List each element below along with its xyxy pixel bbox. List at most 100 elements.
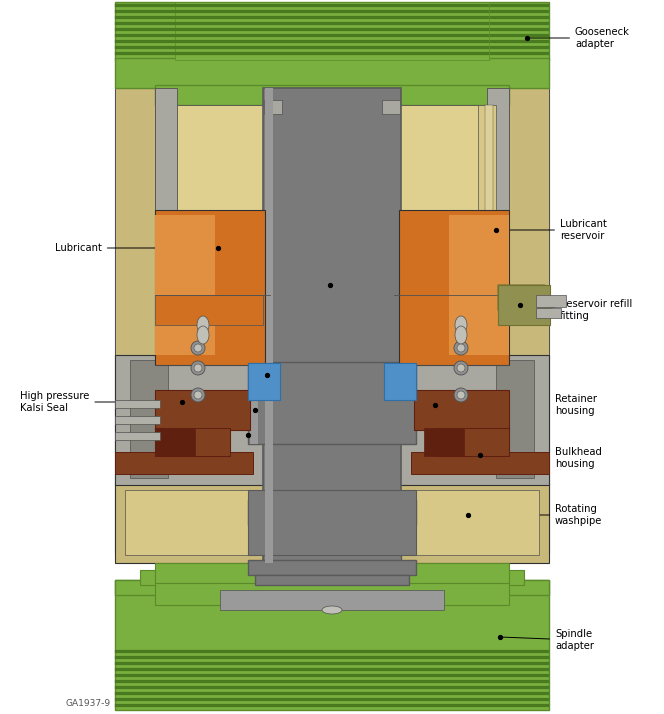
Bar bbox=[175, 2, 489, 60]
Circle shape bbox=[457, 344, 465, 352]
Bar bbox=[115, 355, 265, 485]
Bar bbox=[478, 105, 496, 345]
Text: Floating
backup ring: Floating backup ring bbox=[251, 429, 349, 451]
Bar bbox=[115, 416, 160, 424]
Circle shape bbox=[454, 341, 468, 355]
Bar bbox=[263, 88, 401, 563]
Bar bbox=[175, 46, 489, 49]
Bar bbox=[155, 105, 270, 295]
Bar bbox=[115, 483, 549, 563]
Text: Lubricant: Lubricant bbox=[55, 243, 215, 253]
Text: GA1937-9: GA1937-9 bbox=[65, 699, 110, 708]
Bar bbox=[536, 308, 561, 318]
Bar bbox=[411, 452, 549, 474]
Bar bbox=[115, 2, 549, 60]
Bar bbox=[115, 88, 157, 468]
Text: Gooseneck
adapter: Gooseneck adapter bbox=[530, 27, 630, 49]
Bar bbox=[115, 40, 549, 43]
Bar bbox=[115, 580, 549, 710]
Bar bbox=[175, 4, 489, 7]
Circle shape bbox=[194, 391, 202, 399]
Bar bbox=[263, 545, 401, 565]
Bar bbox=[399, 210, 509, 365]
Text: Pressure
balancing
piston: Pressure balancing piston bbox=[310, 271, 359, 305]
Bar bbox=[384, 363, 416, 400]
Bar bbox=[250, 362, 258, 444]
Bar bbox=[115, 674, 549, 677]
Bar bbox=[115, 16, 549, 19]
Bar bbox=[115, 680, 549, 683]
Bar bbox=[255, 525, 409, 545]
Text: Retainer
housing: Retainer housing bbox=[438, 394, 597, 416]
Bar bbox=[115, 650, 549, 653]
Circle shape bbox=[454, 388, 468, 402]
Bar bbox=[115, 452, 253, 474]
Bar bbox=[507, 88, 549, 468]
Bar bbox=[175, 52, 489, 55]
Bar bbox=[496, 360, 534, 478]
Ellipse shape bbox=[197, 316, 209, 334]
Bar bbox=[155, 295, 263, 325]
Bar bbox=[248, 560, 416, 575]
Bar bbox=[115, 662, 549, 665]
Bar bbox=[115, 704, 549, 707]
Bar bbox=[155, 580, 509, 605]
Bar bbox=[115, 668, 549, 671]
Bar bbox=[155, 390, 250, 430]
Circle shape bbox=[194, 344, 202, 352]
Bar bbox=[115, 46, 549, 49]
Text: Reservoir refill
fitting: Reservoir refill fitting bbox=[523, 299, 632, 321]
Bar bbox=[115, 28, 549, 31]
Circle shape bbox=[191, 361, 205, 375]
Bar bbox=[155, 428, 195, 456]
Bar bbox=[155, 215, 215, 355]
Ellipse shape bbox=[197, 326, 209, 344]
Circle shape bbox=[191, 388, 205, 402]
Text: Rotating
washpipe: Rotating washpipe bbox=[471, 504, 602, 526]
Bar bbox=[255, 575, 409, 585]
Bar bbox=[115, 432, 160, 440]
Circle shape bbox=[457, 364, 465, 372]
Bar bbox=[248, 363, 280, 400]
Bar bbox=[487, 88, 509, 468]
Bar bbox=[449, 215, 509, 355]
Polygon shape bbox=[384, 363, 416, 400]
Bar bbox=[115, 52, 549, 55]
Circle shape bbox=[454, 361, 468, 375]
Bar bbox=[115, 4, 549, 7]
Text: Bulkhead
housing: Bulkhead housing bbox=[483, 447, 602, 469]
Text: Lubricant
reservoir: Lubricant reservoir bbox=[499, 219, 607, 241]
Bar bbox=[175, 16, 489, 19]
Bar bbox=[265, 88, 273, 563]
Bar bbox=[175, 34, 489, 37]
Bar bbox=[536, 295, 566, 307]
Bar bbox=[115, 656, 549, 659]
Bar bbox=[485, 105, 493, 345]
Bar bbox=[115, 88, 265, 553]
Text: Partitioning Kalsi
Seal: Partitioning Kalsi Seal bbox=[270, 357, 374, 379]
Bar bbox=[115, 22, 549, 25]
Bar bbox=[424, 428, 464, 456]
Ellipse shape bbox=[455, 316, 467, 334]
Polygon shape bbox=[248, 363, 280, 400]
Bar bbox=[115, 58, 549, 88]
Bar bbox=[175, 22, 489, 25]
Polygon shape bbox=[498, 285, 550, 325]
Bar bbox=[130, 360, 168, 478]
Circle shape bbox=[194, 364, 202, 372]
Text: Floating seal
carrier: Floating seal carrier bbox=[258, 397, 354, 419]
Bar bbox=[155, 428, 230, 456]
Bar bbox=[394, 105, 509, 295]
Bar bbox=[220, 590, 444, 610]
Circle shape bbox=[191, 341, 205, 355]
Bar bbox=[155, 88, 177, 468]
Ellipse shape bbox=[322, 606, 342, 614]
Bar bbox=[115, 580, 549, 595]
Bar bbox=[115, 692, 549, 695]
Ellipse shape bbox=[455, 326, 467, 344]
Bar bbox=[125, 490, 539, 555]
Bar bbox=[399, 88, 549, 553]
Bar bbox=[175, 28, 489, 31]
Bar bbox=[414, 390, 509, 430]
Bar bbox=[115, 400, 160, 408]
